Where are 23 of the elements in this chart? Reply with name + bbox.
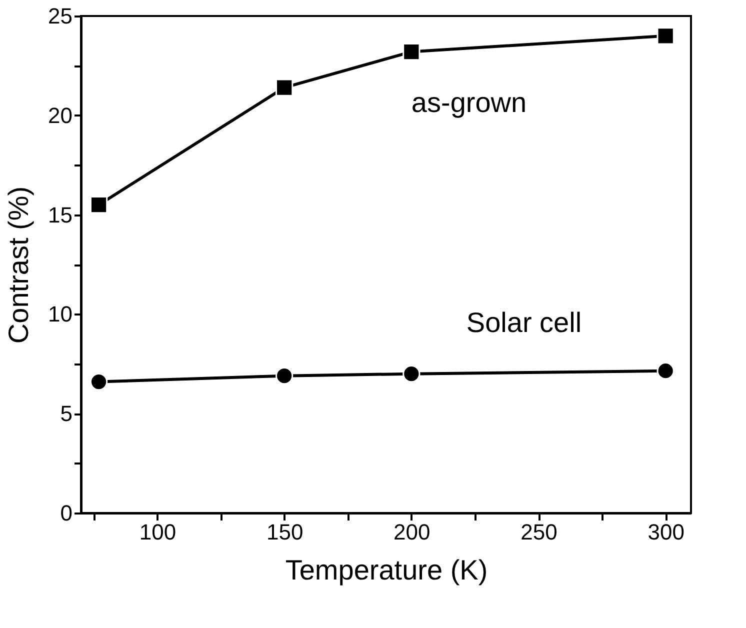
point [402, 365, 420, 383]
x-tick-label: 100 [139, 520, 176, 544]
point [90, 372, 108, 391]
point [402, 42, 420, 61]
point [276, 367, 294, 385]
point [90, 196, 108, 214]
y-tick-label: 25 [48, 4, 72, 28]
point [656, 362, 674, 380]
y-tick-label: 20 [48, 102, 72, 128]
x-tick-label: 150 [266, 520, 304, 544]
y-tick-label: 5 [60, 401, 72, 426]
x-tick-label: 200 [394, 520, 430, 544]
y-axis-title: Contrast (%) [3, 186, 34, 344]
series-label: Solar cell [466, 306, 582, 338]
y-tick-label: 0 [60, 500, 72, 526]
x-tick-label: 300 [648, 520, 684, 544]
y-tick-label: 15 [48, 202, 72, 228]
x-tick-label: 250 [520, 520, 558, 544]
point [276, 78, 294, 96]
x-axis-title: Temperature (K) [285, 554, 488, 586]
point [656, 27, 674, 45]
series-label: as-grown [411, 86, 527, 118]
y-tick-label: 10 [48, 302, 72, 327]
